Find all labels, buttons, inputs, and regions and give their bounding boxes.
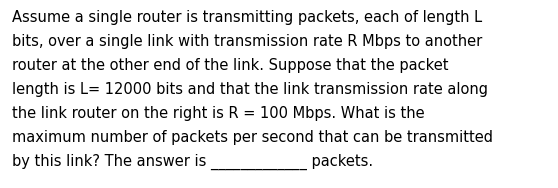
Text: the link router on the right is R = 100 Mbps. What is the: the link router on the right is R = 100 … xyxy=(12,106,425,121)
Text: Assume a single router is transmitting packets, each of length L: Assume a single router is transmitting p… xyxy=(12,10,482,25)
Text: router at the other end of the link. Suppose that the packet: router at the other end of the link. Sup… xyxy=(12,58,449,73)
Text: bits, over a single link with transmission rate R Mbps to another: bits, over a single link with transmissi… xyxy=(12,34,482,49)
Text: by this link? The answer is _____________ packets.: by this link? The answer is ____________… xyxy=(12,154,373,170)
Text: length is L= 12000 bits and that the link transmission rate along: length is L= 12000 bits and that the lin… xyxy=(12,82,488,97)
Text: maximum number of packets per second that can be transmitted: maximum number of packets per second tha… xyxy=(12,130,493,145)
